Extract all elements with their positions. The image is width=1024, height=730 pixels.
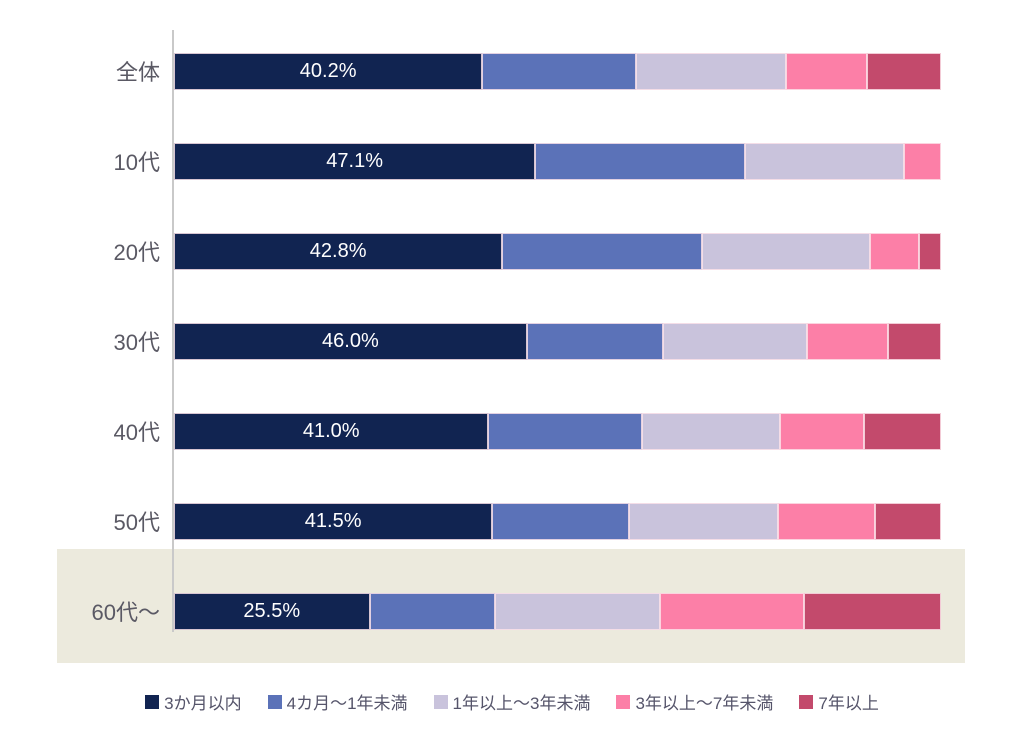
legend-label: 3か月以内 <box>164 694 242 713</box>
chart-legend: 3か月以内 4カ月～1年未満 1年以上～3年未満 3年以上～7年未満 7年以上 <box>0 689 1024 714</box>
bar-segment <box>660 592 804 630</box>
legend-item: 3か月以内 <box>145 689 242 714</box>
bar-segment <box>635 52 787 90</box>
bar-track: 25.5% <box>174 592 941 630</box>
bar-segment <box>919 232 941 270</box>
chart-row: 全体 40.2% <box>0 26 942 116</box>
bar-value-label: 47.1% <box>326 149 383 172</box>
bar-segment <box>502 232 702 270</box>
bar-segment <box>779 412 864 450</box>
bar-segment <box>744 142 905 180</box>
bar-segment <box>904 142 941 180</box>
chart-row: 50代 41.5% <box>0 476 942 566</box>
category-label: 30代 <box>113 330 160 355</box>
bar-segment <box>701 232 870 270</box>
category-label: 60代～ <box>91 600 160 625</box>
bar-segment: 41.5% <box>174 502 493 540</box>
bar-segment: 42.8% <box>174 232 503 270</box>
bar-segment <box>369 592 496 630</box>
bar-value-label: 25.5% <box>243 599 301 622</box>
bar-segment <box>535 142 745 180</box>
bar-track: 42.8% <box>174 232 941 270</box>
bar-segment: 25.5% <box>174 592 370 630</box>
chart-row: 30代 46.0% <box>0 296 942 386</box>
bar-segment: 41.0% <box>174 412 489 450</box>
bar-segment <box>888 322 941 360</box>
legend-swatch-icon <box>799 694 814 709</box>
legend-swatch-icon <box>145 694 160 709</box>
chart-row: 60代～ 25.5% <box>0 566 942 656</box>
chart-row: 10代 47.1% <box>0 116 942 206</box>
legend-item: 4カ月～1年未満 <box>267 689 408 714</box>
bar-track: 41.0% <box>174 412 941 450</box>
legend-swatch-icon <box>616 694 631 709</box>
chart-row: 40代 41.0% <box>0 386 942 476</box>
bar-segment <box>628 502 778 540</box>
bar-track: 46.0% <box>174 322 941 360</box>
bar-segment <box>875 502 941 540</box>
bar-segment <box>641 412 780 450</box>
bar-chart-rows: 全体 40.2% 10代 47.1% 20代 42.8% 30代 46.0% 40代 41.0% 5… <box>0 26 942 656</box>
legend-item: 7年以上 <box>799 689 879 714</box>
bar-segment <box>662 322 807 360</box>
bar-value-label: 41.5% <box>304 509 362 532</box>
legend-label: 7年以上 <box>818 694 879 713</box>
legend-label: 3年以上～7年未満 <box>635 694 774 713</box>
bar-track: 41.5% <box>174 502 941 540</box>
bar-segment <box>869 232 920 270</box>
category-label: 10代 <box>113 150 160 175</box>
bar-segment <box>863 412 941 450</box>
legend-label: 1年以上～3年未満 <box>452 694 591 713</box>
bar-segment <box>482 52 636 90</box>
bar-track: 40.2% <box>174 52 941 90</box>
bar-segment <box>777 502 876 540</box>
category-label: 50代 <box>113 510 160 535</box>
bar-segment <box>786 52 867 90</box>
legend-item: 3年以上～7年未満 <box>616 689 773 714</box>
bar-segment <box>526 322 663 360</box>
bar-segment <box>866 52 941 90</box>
bar-segment <box>488 412 642 450</box>
bar-segment: 40.2% <box>174 52 483 90</box>
category-label: 40代 <box>113 420 160 445</box>
y-axis-line <box>172 30 174 632</box>
bar-track: 47.1% <box>174 142 941 180</box>
legend-label: 4カ月～1年未満 <box>286 694 408 713</box>
bar-value-label: 41.0% <box>302 419 360 442</box>
category-label: 全体 <box>115 60 160 85</box>
bar-segment <box>495 592 661 630</box>
legend-item: 1年以上～3年未満 <box>433 689 591 714</box>
bar-value-label: 46.0% <box>322 329 379 352</box>
bar-segment <box>803 592 941 630</box>
bar-value-label: 42.8% <box>309 239 367 262</box>
bar-value-label: 40.2% <box>299 59 357 82</box>
bar-segment <box>806 322 889 360</box>
bar-segment: 47.1% <box>174 142 536 180</box>
legend-swatch-icon <box>267 694 282 709</box>
legend-swatch-icon <box>433 694 448 709</box>
bar-segment <box>492 502 629 540</box>
category-label: 20代 <box>113 240 160 265</box>
bar-segment: 46.0% <box>174 322 527 360</box>
chart-row: 20代 42.8% <box>0 206 942 296</box>
